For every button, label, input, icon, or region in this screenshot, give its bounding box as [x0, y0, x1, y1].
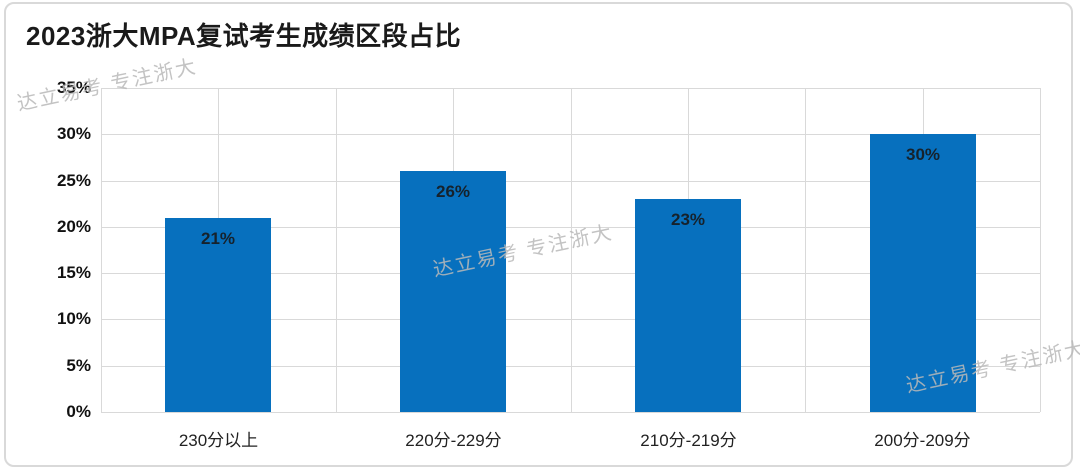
y-tick-label: 20%: [56, 217, 91, 236]
y-tick-label: 15%: [56, 263, 91, 282]
gridline-horizontal: [101, 319, 1040, 320]
plot-area: 0% 5% 10% 15% 20% 25% 30% 35% 21% 26% 23% 30% 230分以上…: [57, 78, 1041, 450]
y-tick-label: 35%: [56, 78, 91, 97]
bar-value-label: 26%: [435, 182, 471, 201]
y-tick-label: 25%: [56, 171, 91, 190]
gridline-vertical: [101, 88, 102, 412]
bar: 23%: [635, 199, 741, 412]
x-category-label: 220分-229分: [405, 431, 502, 450]
bar-value-label: 23%: [670, 210, 706, 229]
y-tick-label: 10%: [56, 309, 91, 328]
bar: 26%: [400, 171, 506, 412]
gridline-horizontal: [101, 227, 1040, 228]
x-category-label: 230分以上: [178, 431, 259, 450]
gridline-vertical: [571, 88, 572, 412]
x-category-label: 210分-219分: [640, 431, 737, 450]
gridline-horizontal: [101, 273, 1040, 274]
gridline-vertical: [336, 88, 337, 412]
chart-title: 2023浙大MPA复试考生成绩区段占比: [26, 21, 462, 51]
chart-card: 2023浙大MPA复试考生成绩区段占比 0% 5% 10% 15% 20% 25% 30% 3…: [4, 2, 1080, 467]
gridline-horizontal: [101, 134, 1040, 135]
y-tick-label: 5%: [66, 356, 91, 375]
y-tick-label: 0%: [66, 402, 91, 421]
bar: 30%: [870, 134, 976, 412]
gridline-vertical: [805, 88, 806, 412]
gridline-horizontal: [101, 181, 1040, 182]
bar-value-label: 21%: [200, 229, 236, 248]
gridline-horizontal: [101, 88, 1040, 89]
gridline-horizontal: [101, 366, 1040, 367]
gridline-horizontal: [101, 412, 1040, 413]
bar-value-label: 30%: [905, 145, 941, 164]
bar: 21%: [165, 218, 271, 412]
y-tick-label: 30%: [56, 124, 91, 143]
x-category-label: 200分-209分: [874, 431, 971, 450]
gridline-vertical: [1040, 88, 1041, 412]
